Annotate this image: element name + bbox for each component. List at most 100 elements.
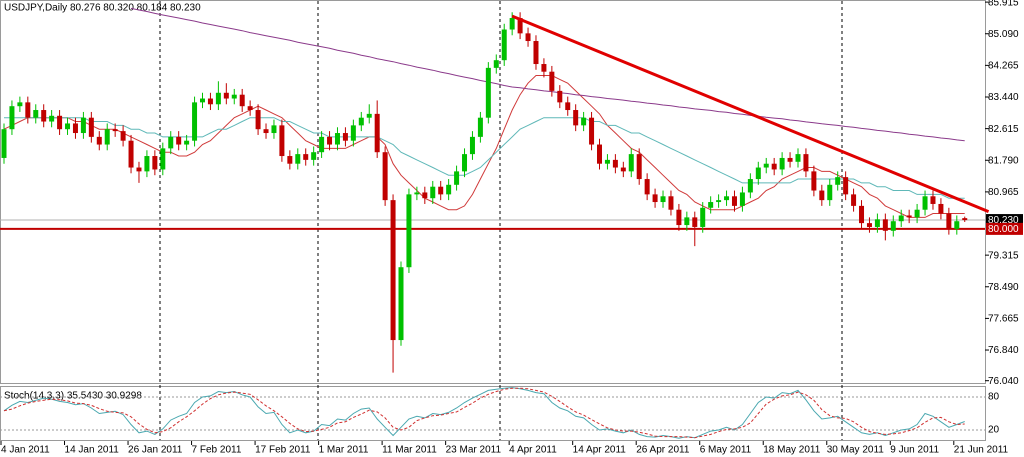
x-tick-label: 14 Jan 2011 [65,445,120,456]
candle-body [954,221,960,229]
y-tick-label: 84.265 [988,61,1019,72]
candle-body [779,157,785,170]
chart-title: USDJPY,Daily 80.276 80.320 80.184 80.230 [4,3,201,14]
candle-body [739,192,745,206]
candle-body [485,67,491,118]
candle-body [803,154,809,172]
candle-body [517,18,523,34]
candle-body [430,186,436,199]
candle-body [414,192,420,195]
candle-body [890,221,896,231]
stoch-line [3,387,965,439]
stoch-panel [0,386,986,441]
candle-body [501,29,507,61]
candle-body [589,117,595,145]
candle-body [271,125,277,134]
y-tick-label: 83.440 [988,92,1019,103]
y-tick-label: 76.840 [988,345,1019,356]
y-tick-label: 78.490 [988,282,1019,293]
candle-body [859,205,865,224]
candle-body [168,136,174,149]
candle-body [112,129,118,132]
moving-average [4,117,965,199]
x-tick-label: 21 Jun 2011 [954,445,1009,456]
x-tick-label: 4 Jan 2011 [1,445,50,456]
candle-body [477,117,483,137]
candle-body [192,102,198,141]
x-tick-label: 26 Apr 2011 [636,445,690,456]
candle-body [366,113,372,118]
y-tick-label: 77.665 [988,314,1019,325]
candle-body [549,71,555,91]
candle-body [843,177,849,195]
candle-body [215,92,221,105]
candle-body [636,154,642,180]
candle-body [652,194,658,203]
candle-body [819,190,825,201]
y-tick-label: 76.040 [988,376,1019,387]
trendline [511,14,990,214]
level-box [986,222,1023,235]
candle-body [239,94,245,107]
candle-body [96,136,102,145]
candle-body [406,194,412,268]
candle-body [581,117,587,126]
candle-body [676,209,682,226]
candle-body [303,154,309,160]
candle-body [462,154,468,172]
candle-body [755,167,761,180]
candle-body [136,167,142,172]
candle-body [390,200,396,341]
candle-body [692,217,698,227]
candle-body [382,152,388,201]
candle-body [914,209,920,218]
x-tick-label: 14 Apr 2011 [573,445,627,456]
candle-body [938,203,944,214]
x-tick-label: 1 Mar 2011 [319,445,369,456]
candle-body [57,115,63,130]
candle-body [160,148,166,170]
candle-body [557,90,563,103]
candle-body [152,156,158,170]
stoch-tick-label: 20 [988,425,1000,436]
candle-body [350,125,356,141]
candle-body [231,94,237,99]
y-tick-label: 85.090 [988,29,1019,40]
price-panel [0,0,986,384]
candle-body [882,219,888,231]
candle-body [716,200,722,203]
x-tick-label: 11 Mar 2011 [382,445,437,456]
candle-body [446,184,452,195]
candle-body [207,98,213,105]
candle-body [422,192,428,199]
candle-body [263,129,269,134]
candle-body [866,223,872,227]
candle-body [319,136,325,153]
x-tick-label: 30 May 2011 [827,445,885,456]
candle-body [469,136,475,155]
candle-body [120,131,126,141]
candle-body [65,123,71,130]
candle-body [255,110,261,130]
candle-body [763,163,769,168]
candle-body [184,140,190,145]
x-tick-label: 4 Apr 2011 [509,445,557,456]
y-tick-label: 81.790 [988,155,1019,166]
candle-body [644,179,650,195]
candle-body [334,133,340,145]
candle-body [771,163,777,170]
candle-body [17,102,23,107]
candle-body [9,106,15,130]
candle-body [200,98,205,103]
stoch-line [3,387,965,439]
candle-body [628,154,634,172]
candle-body [962,218,968,221]
candle-body [144,156,150,172]
y-tick-label: 80.965 [988,187,1019,198]
candle-body [311,152,317,160]
candle-body [176,136,182,145]
indicator-title: Stoch(14,3,3) 35.5430 30.9298 [4,391,142,402]
candle-body [898,215,904,222]
